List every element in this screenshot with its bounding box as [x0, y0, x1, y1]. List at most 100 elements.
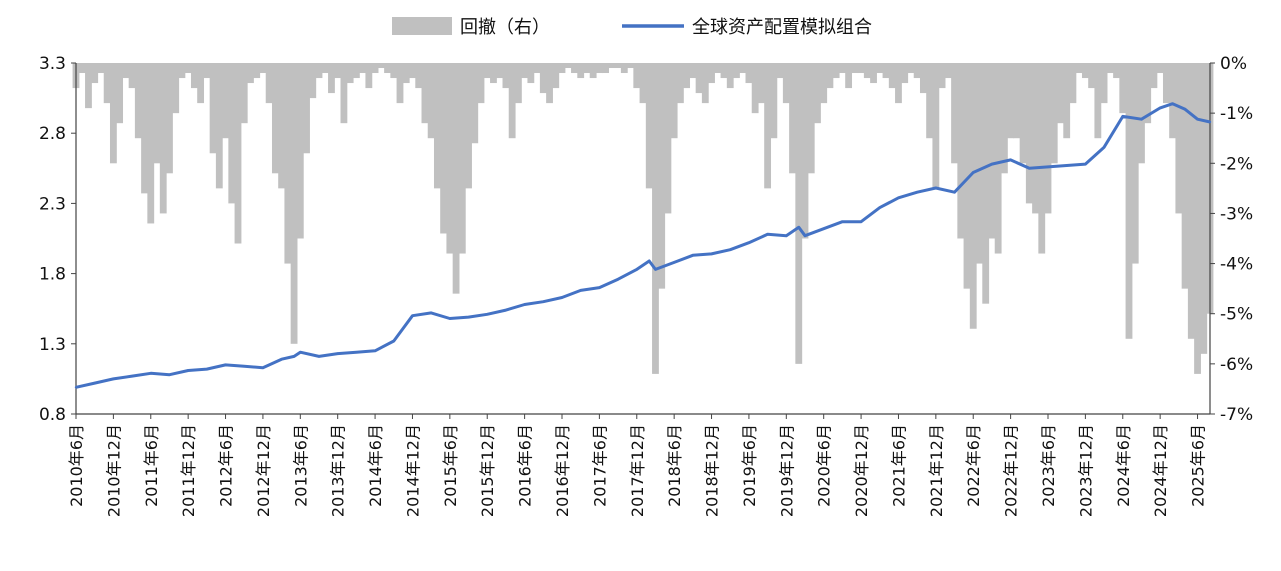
drawdown-bar [153, 63, 161, 164]
drawdown-bar [683, 63, 691, 89]
drawdown-bar [670, 63, 678, 139]
drawdown-bar [733, 63, 740, 79]
portfolio-point [292, 355, 296, 358]
drawdown-bar [701, 63, 709, 104]
drawdown-bar [1200, 63, 1208, 354]
left-tick-label: 0.8 [39, 405, 66, 425]
drawdown-bar [982, 63, 990, 304]
x-tick-label: 2025年6月 [1189, 424, 1208, 507]
x-tick-label: 2011年6月 [142, 424, 161, 507]
portfolio-point [797, 226, 800, 229]
drawdown-bar [589, 63, 597, 79]
drawdown-bar [620, 63, 628, 74]
drawdown-bar [782, 63, 790, 104]
drawdown-bar [751, 63, 759, 114]
drawdown-bar [1075, 63, 1083, 74]
drawdown-bar [658, 63, 666, 289]
portfolio-point [635, 268, 638, 271]
portfolio-point [1183, 108, 1187, 111]
drawdown-bar [807, 63, 815, 174]
portfolio-point [859, 220, 863, 223]
x-tick-label: 2016年6月 [516, 424, 535, 507]
drawdown-bar [533, 63, 541, 74]
x-tick-label: 2021年6月 [890, 424, 909, 507]
drawdown-bar [951, 63, 958, 164]
drawdown-bar [197, 63, 205, 104]
drawdown-bar [234, 63, 242, 244]
x-tick-label: 2024年6月 [1114, 424, 1133, 507]
portfolio-point [648, 259, 651, 263]
drawdown-bar [1175, 63, 1183, 214]
drawdown-bar [938, 63, 946, 89]
right-axis-ticks: 0% -1% -2% -3% -4% -5% -6% -7% [1210, 54, 1253, 425]
drawdown-bar [1125, 63, 1133, 339]
x-tick-label: 2013年12月 [329, 424, 348, 517]
drawdown-bar [1069, 63, 1077, 104]
drawdown-bar [259, 63, 267, 74]
drawdown-bar [396, 63, 404, 104]
x-tick-label: 2013年6月 [291, 424, 310, 507]
portfolio-point [523, 303, 526, 306]
portfolio-point [93, 381, 96, 385]
drawdown-bar [97, 63, 105, 74]
drawdown-bar [415, 63, 423, 89]
drawdown-bar [614, 63, 622, 69]
drawdown-bar [1100, 63, 1108, 104]
portfolio-point [897, 196, 900, 199]
portfolio-point [280, 358, 283, 361]
drawdown-bar [820, 63, 828, 104]
drawdown-bar [739, 63, 747, 74]
drawdown-bar [222, 63, 229, 139]
drawdown-bar [122, 63, 130, 79]
left-axis-ticks: 0.8 1.3 1.8 2.3 2.8 3.3 [39, 54, 76, 425]
drawdown-bar [1144, 63, 1152, 124]
left-tick-label: 2.3 [39, 194, 66, 214]
drawdown-bar [546, 63, 553, 104]
drawdown-bar [365, 63, 373, 89]
drawdown-bar [134, 63, 142, 139]
drawdown-bar [571, 63, 578, 74]
drawdown-bar [402, 63, 410, 84]
portfolio-point [542, 300, 545, 303]
x-tick-label: 2018年12月 [703, 424, 722, 517]
drawdown-bar [284, 63, 292, 264]
x-tick-label: 2014年6月 [366, 424, 385, 507]
drawdown-bar [583, 63, 591, 74]
drawdown-bar [1019, 63, 1027, 164]
portfolio-point [411, 314, 414, 317]
portfolio-point [729, 248, 732, 251]
portfolio-point [1196, 118, 1199, 121]
drawdown-bar [1181, 63, 1189, 289]
drawdown-bar [440, 63, 448, 234]
drawdown-bar [876, 63, 884, 74]
drawdown-bar [558, 63, 566, 74]
drawdown-bar [776, 63, 784, 79]
drawdown-bar [963, 63, 971, 289]
x-tick-label: 2020年12月 [852, 424, 871, 517]
x-tick-label: 2022年6月 [964, 424, 983, 507]
drawdown-bar [496, 63, 504, 79]
right-tick-label: -1% [1220, 104, 1253, 124]
portfolio-point [448, 317, 451, 320]
drawdown-bar [483, 63, 491, 79]
drawdown-bar [278, 63, 286, 189]
drawdown-bar [109, 63, 117, 164]
drawdown-bar [78, 63, 86, 74]
portfolio-point [803, 234, 807, 237]
drawdown-bar [602, 63, 610, 74]
drawdown-bar [377, 63, 385, 69]
portfolio-point [168, 373, 171, 376]
drawdown-bar [1150, 63, 1158, 89]
right-tick-label: -7% [1220, 405, 1253, 425]
drawdown-bar [957, 63, 965, 239]
drawdown-bar [465, 63, 472, 189]
drawdown-bar [421, 63, 429, 124]
drawdown-bar [85, 63, 92, 109]
drawdown-bar [1113, 63, 1120, 79]
portfolio-point [486, 313, 489, 316]
left-tick-label: 3.3 [39, 54, 66, 74]
drawdown-bar [321, 63, 329, 74]
drawdown-bar [801, 63, 809, 239]
x-tick-label: 2019年12月 [777, 424, 796, 517]
